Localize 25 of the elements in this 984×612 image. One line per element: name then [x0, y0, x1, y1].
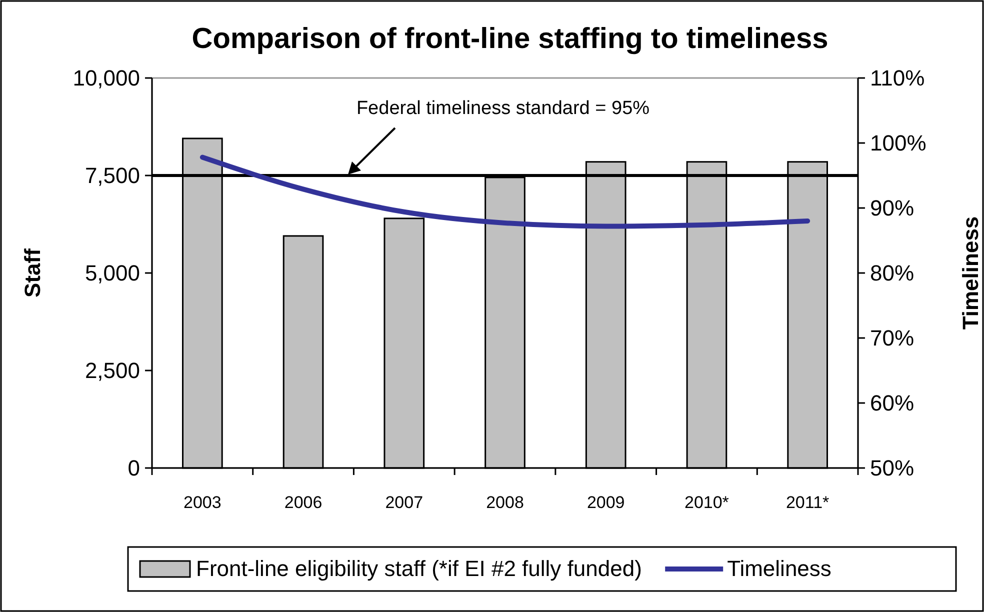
x-tick-label: 2010* — [684, 493, 730, 512]
y-tick-label: 0 — [128, 456, 140, 481]
y-axis-title: Staff — [20, 248, 45, 298]
y-tick-label: 5,000 — [84, 260, 140, 286]
y-tick-label: 7,500 — [84, 163, 140, 188]
x-tick-label: 2008 — [486, 493, 524, 512]
y2-axis-title: Timeliness — [958, 216, 983, 330]
y2-tick-label: 110% — [870, 66, 925, 91]
x-tick-label: 2011* — [786, 493, 830, 512]
x-tick-label: 2003 — [184, 493, 222, 512]
y2-tick-label: 60% — [870, 390, 914, 416]
x-tick-label: 2009 — [586, 493, 625, 512]
y2-tick-label: 90% — [870, 196, 914, 221]
y2-tick-label: 100% — [870, 130, 926, 156]
y2-tick-label: 70% — [870, 326, 914, 351]
y2-tick-label: 50% — [870, 456, 914, 481]
ref-line-label: Federal timeliness standard = 95% — [356, 98, 650, 119]
x-tick-label: 2006 — [284, 493, 322, 512]
y-tick-label: 2,500 — [84, 358, 140, 384]
legend-label: Timeliness — [727, 556, 832, 581]
y-tick-label: 10,000 — [72, 66, 140, 91]
y2-tick-label: 80% — [870, 260, 914, 286]
chart-title: Comparison of front-line staffing to timeliness — [192, 23, 828, 55]
x-tick-label: 2007 — [385, 493, 424, 512]
legend-label: Front-line eligibility staff (*if EI #2 fully funded) — [196, 556, 642, 581]
